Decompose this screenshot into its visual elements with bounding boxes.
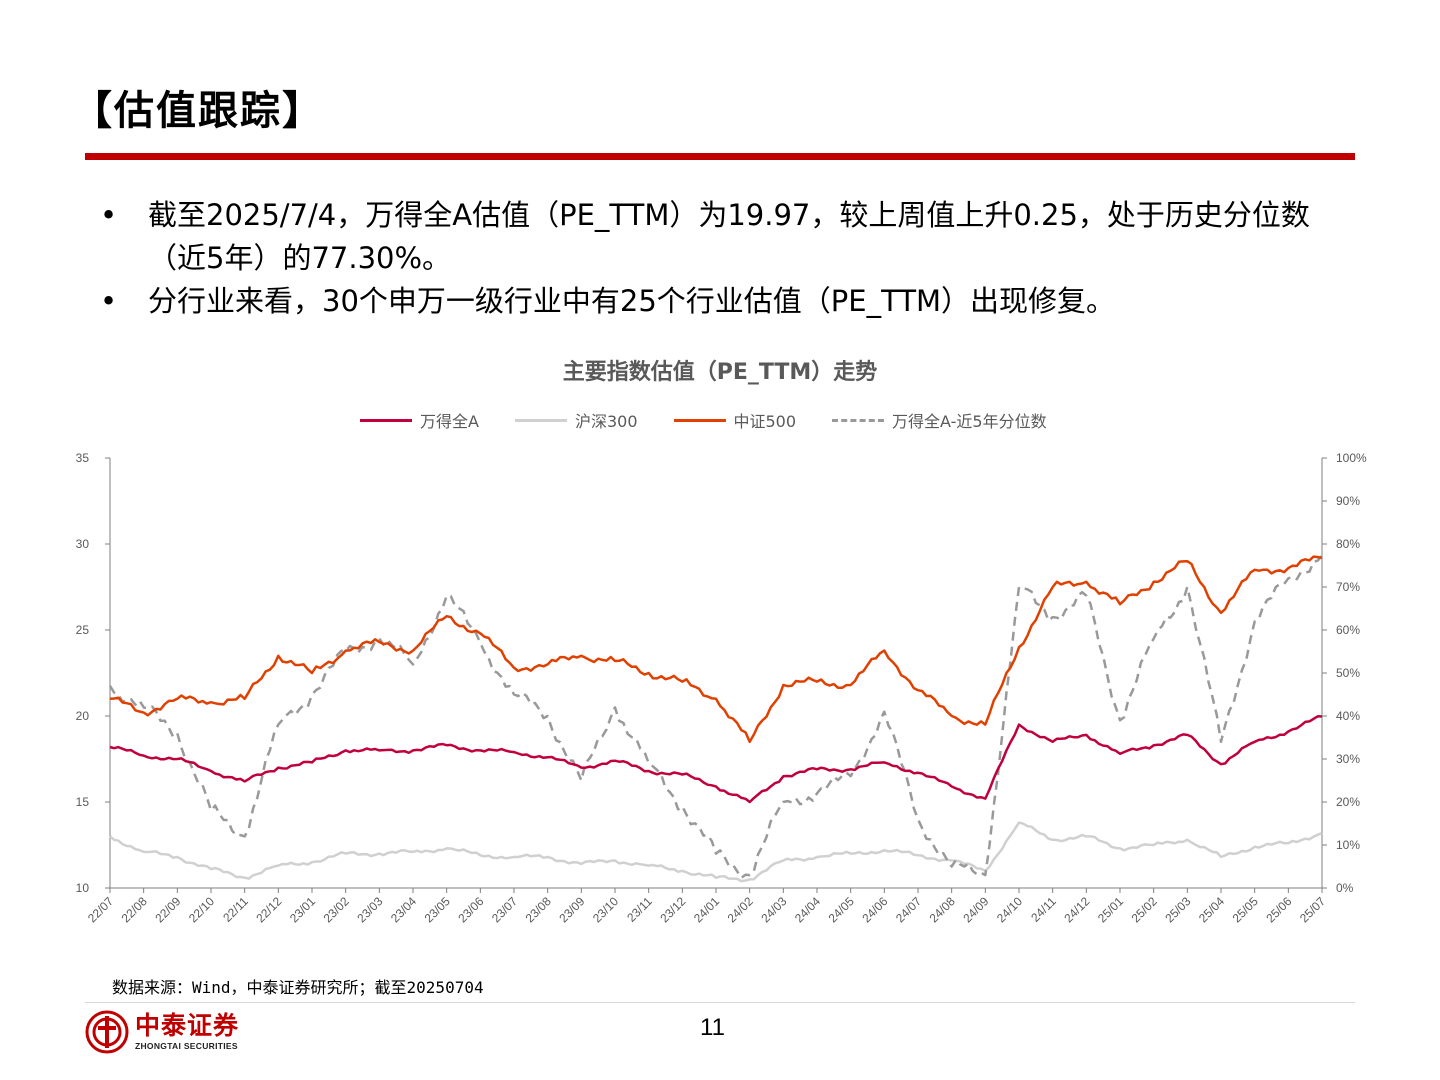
x-tick-label: 24/12 xyxy=(1061,894,1092,925)
legend-label: 万得全A xyxy=(420,412,479,431)
bullet-text: 截至2025/7/4，万得全A估值（PE_TTM）为19.97，较上周值上升0.… xyxy=(148,198,1310,275)
x-tick-label: 22/10 xyxy=(186,894,217,925)
x-tick-label: 24/06 xyxy=(859,894,890,925)
bullet-list: • 截至2025/7/4，万得全A估值（PE_TTM）为19.97，较上周值上升0… xyxy=(98,194,1358,323)
page-number: 11 xyxy=(700,1014,725,1041)
x-tick-label: 24/01 xyxy=(691,894,722,925)
legend-item-percentile: 万得全A-近5年分位数 xyxy=(832,408,1047,432)
x-tick-label: 22/07 xyxy=(85,894,116,925)
x-tick-label: 23/09 xyxy=(556,894,587,925)
footer-divider xyxy=(85,1002,1355,1003)
x-tick-label: 23/02 xyxy=(321,894,352,925)
y-left-tick-label: 20 xyxy=(76,709,90,723)
y-right-tick-label: 30% xyxy=(1336,752,1360,766)
x-tick-label: 23/11 xyxy=(624,894,655,925)
x-tick-label: 25/04 xyxy=(1196,894,1227,925)
y-right-tick-label: 20% xyxy=(1336,795,1360,809)
legend-label: 万得全A-近5年分位数 xyxy=(892,412,1047,431)
legend-swatch xyxy=(832,418,885,422)
y-right-tick-label: 60% xyxy=(1336,623,1360,637)
bullet-dot-icon: • xyxy=(100,284,118,318)
y-left-tick-label: 10 xyxy=(76,881,90,895)
chart-title: 主要指数估值（PE_TTM）走势 xyxy=(562,360,878,385)
series-line-1 xyxy=(109,821,1323,883)
x-tick-label: 22/08 xyxy=(119,894,150,925)
bullet-item: • 分行业来看，30个申万一级行业中有25个行业估值（PE_TTM）出现修复。 xyxy=(98,280,1358,323)
logo-mark-icon xyxy=(85,1010,129,1054)
page-title: 【估值跟踪】 xyxy=(72,88,324,134)
y-right-tick-label: 70% xyxy=(1336,580,1360,594)
series-line-2 xyxy=(109,555,1323,744)
x-tick-label: 22/09 xyxy=(152,894,183,925)
pe-ttm-line-chart: 10 15 20 25 30 35 0% 10% 20% 30% 40% 50% 60% 70% 80% 90… xyxy=(76,451,1367,925)
x-tick-label: 23/05 xyxy=(422,894,453,925)
x-tick-label: 24/11 xyxy=(1028,894,1059,925)
y-left-tick-label: 35 xyxy=(76,451,90,465)
legend-item-hs300: 沪深300 xyxy=(514,408,638,432)
legend-label: 中证500 xyxy=(733,412,797,431)
y-right-tick-label: 0% xyxy=(1336,881,1354,895)
x-tick-label: 22/12 xyxy=(253,894,284,925)
x-tick-label: 24/10 xyxy=(994,894,1025,925)
chart-legend: 万得全A 沪深300 中证500 万得全A-近5年分位数 xyxy=(360,406,1083,434)
legend-swatch xyxy=(673,418,726,422)
x-tick-label: 25/01 xyxy=(1095,894,1126,925)
y-left-tick-label: 25 xyxy=(76,623,90,637)
x-tick-label: 25/02 xyxy=(1129,894,1160,925)
y-right-tick-label: 100% xyxy=(1336,451,1367,465)
x-tick-label: 23/04 xyxy=(388,894,419,925)
x-tick-label: 22/11 xyxy=(220,894,251,925)
y-right-tick-label: 80% xyxy=(1336,537,1360,551)
legend-swatch xyxy=(514,418,567,422)
bullet-dot-icon: • xyxy=(100,198,118,232)
company-logo: 中泰证券 ZHONGTAI SECURITIES xyxy=(85,1010,239,1054)
legend-item-zz500: 中证500 xyxy=(673,408,797,432)
x-tick-label: 23/10 xyxy=(590,894,621,925)
series-line-3 xyxy=(108,554,1323,880)
x-tick-label: 24/08 xyxy=(927,894,958,925)
y-right-tick-label: 40% xyxy=(1336,709,1360,723)
y-right-tick-label: 90% xyxy=(1336,494,1360,508)
x-tick-label: 23/07 xyxy=(489,894,520,925)
x-tick-label: 23/08 xyxy=(523,894,554,925)
x-tick-label: 23/01 xyxy=(287,894,318,925)
x-tick-label: 24/02 xyxy=(725,894,756,925)
y-right-tick-label: 10% xyxy=(1336,838,1360,852)
x-tick-label: 24/09 xyxy=(960,894,991,925)
x-tick-label: 25/05 xyxy=(1230,894,1261,925)
y-left-tick-label: 15 xyxy=(76,795,90,809)
series-line-0 xyxy=(109,715,1323,804)
y-left-tick-label: 30 xyxy=(76,537,90,551)
bullet-text: 分行业来看，30个申万一级行业中有25个行业估值（PE_TTM）出现修复。 xyxy=(148,284,1116,318)
y-right-tick-label: 50% xyxy=(1336,666,1360,680)
x-tick-label: 23/12 xyxy=(657,894,688,925)
x-tick-label: 25/07 xyxy=(1297,894,1328,925)
x-tick-label: 24/07 xyxy=(893,894,924,925)
x-tick-label: 24/03 xyxy=(758,894,789,925)
x-tick-label: 25/03 xyxy=(1162,894,1193,925)
title-underline xyxy=(85,153,1355,160)
data-source-note: 数据来源：Wind，中泰证券研究所；截至20250704 xyxy=(112,978,484,997)
x-tick-label: 25/06 xyxy=(1263,894,1294,925)
legend-label: 沪深300 xyxy=(574,412,638,431)
logo-cn-text: 中泰证券 xyxy=(135,1011,240,1040)
x-tick-label: 24/05 xyxy=(826,894,857,925)
x-tick-label: 23/06 xyxy=(455,894,486,925)
x-tick-label: 23/03 xyxy=(354,894,385,925)
bullet-item: • 截至2025/7/4，万得全A估值（PE_TTM）为19.97，较上周值上升0… xyxy=(98,194,1358,280)
x-tick-label: 24/04 xyxy=(792,894,823,925)
legend-item-wanda: 万得全A xyxy=(360,408,479,432)
legend-swatch xyxy=(360,418,412,422)
logo-en-text: ZHONGTAI SECURITIES xyxy=(135,1041,238,1051)
